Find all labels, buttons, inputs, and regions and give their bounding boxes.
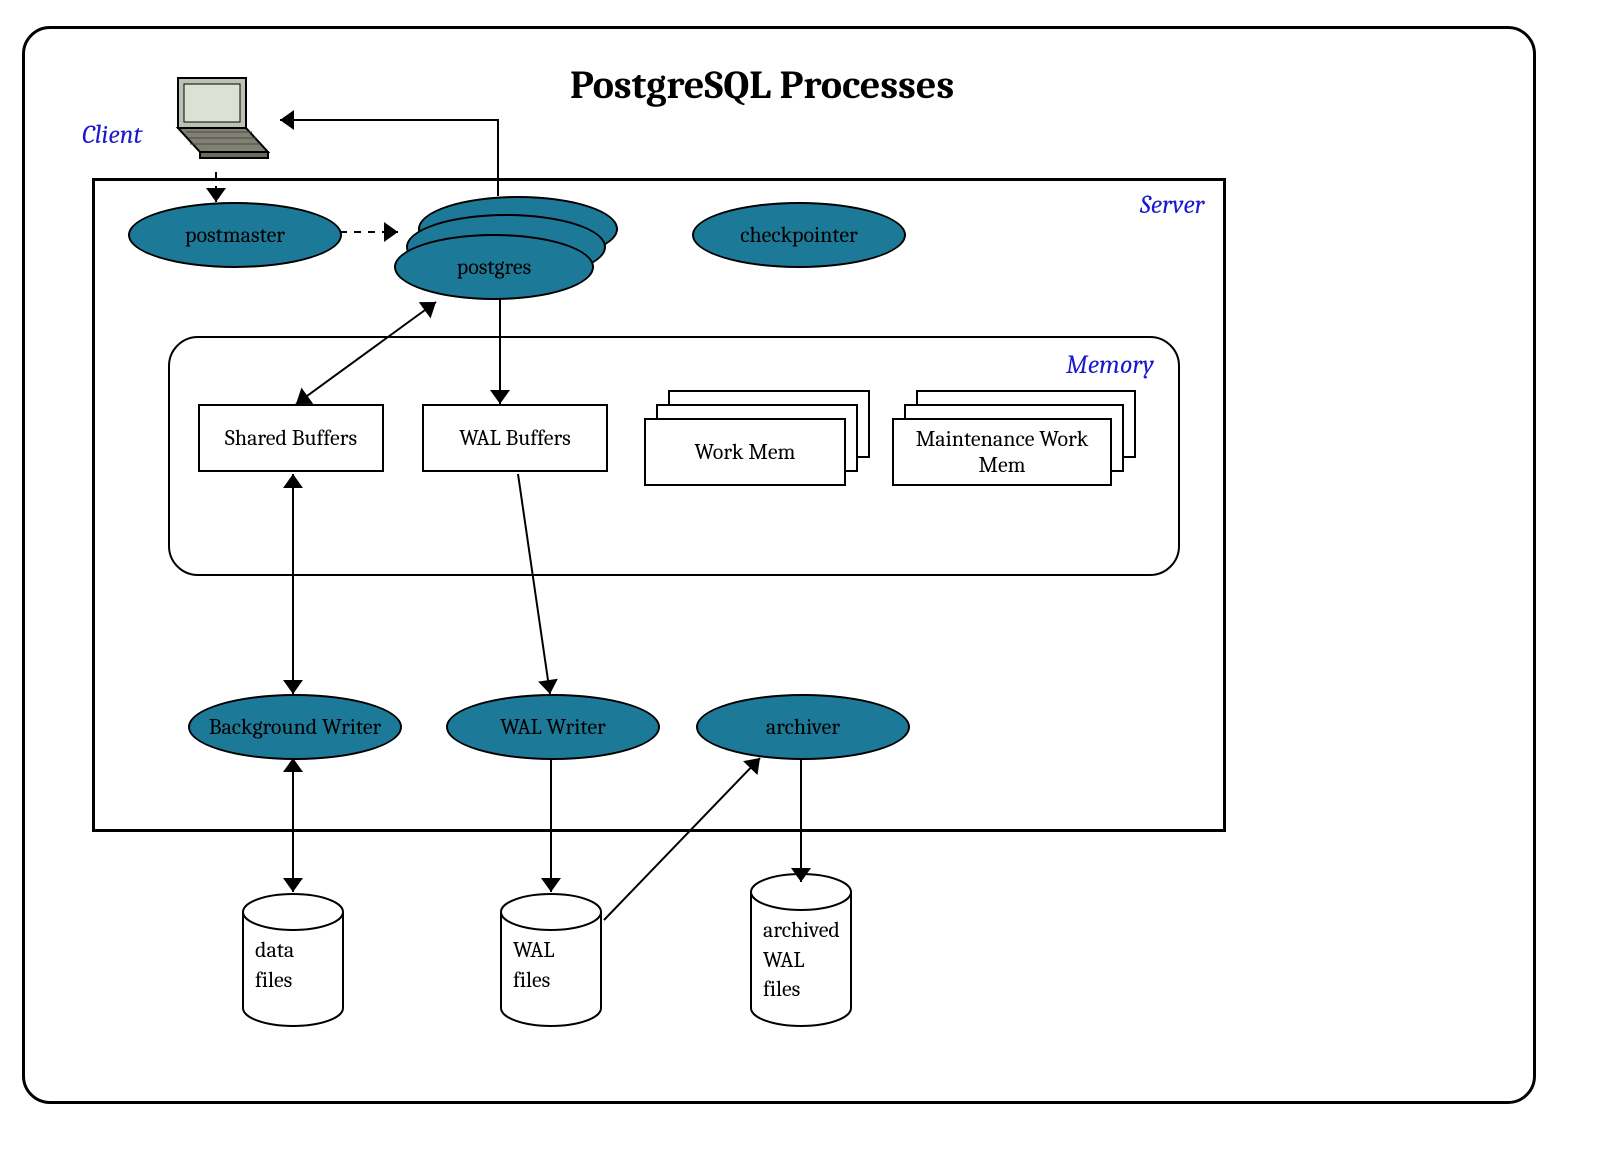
process-archiver: archiver <box>696 694 910 760</box>
mem-wal_buffers: WAL Buffers <box>422 404 608 472</box>
process-checkpointer: checkpointer <box>692 202 906 268</box>
client-label: Client <box>82 120 142 150</box>
process-postgres1: postgres <box>394 234 594 300</box>
diagram-title: PostgreSQL Processes <box>570 62 954 108</box>
cylinder-wal_files-label: WALfiles <box>513 936 633 995</box>
process-walwriter: WAL Writer <box>446 694 660 760</box>
cylinder-data_files-label: datafiles <box>255 936 375 995</box>
mem-work_mem1-label: Work Mem <box>695 439 796 465</box>
process-checkpointer-label: checkpointer <box>740 222 858 248</box>
mem-maint_mem1-label: Maintenance Work Mem <box>900 426 1104 478</box>
mem-shared_buffers: Shared Buffers <box>198 404 384 472</box>
process-walwriter-label: WAL Writer <box>500 714 605 740</box>
cylinder-archived_files-label: archivedWALfiles <box>763 916 883 1005</box>
mem-maint_mem1: Maintenance Work Mem <box>892 418 1112 486</box>
process-bgwriter-label: Background Writer <box>209 714 382 740</box>
process-postmaster: postmaster <box>128 202 342 268</box>
process-postgres1-label: postgres <box>457 254 531 280</box>
process-postmaster-label: postmaster <box>185 222 285 248</box>
process-bgwriter: Background Writer <box>188 694 402 760</box>
mem-work_mem1: Work Mem <box>644 418 846 486</box>
mem-shared_buffers-label: Shared Buffers <box>225 425 357 451</box>
mem-wal_buffers-label: WAL Buffers <box>459 425 571 451</box>
process-archiver-label: archiver <box>766 714 840 740</box>
